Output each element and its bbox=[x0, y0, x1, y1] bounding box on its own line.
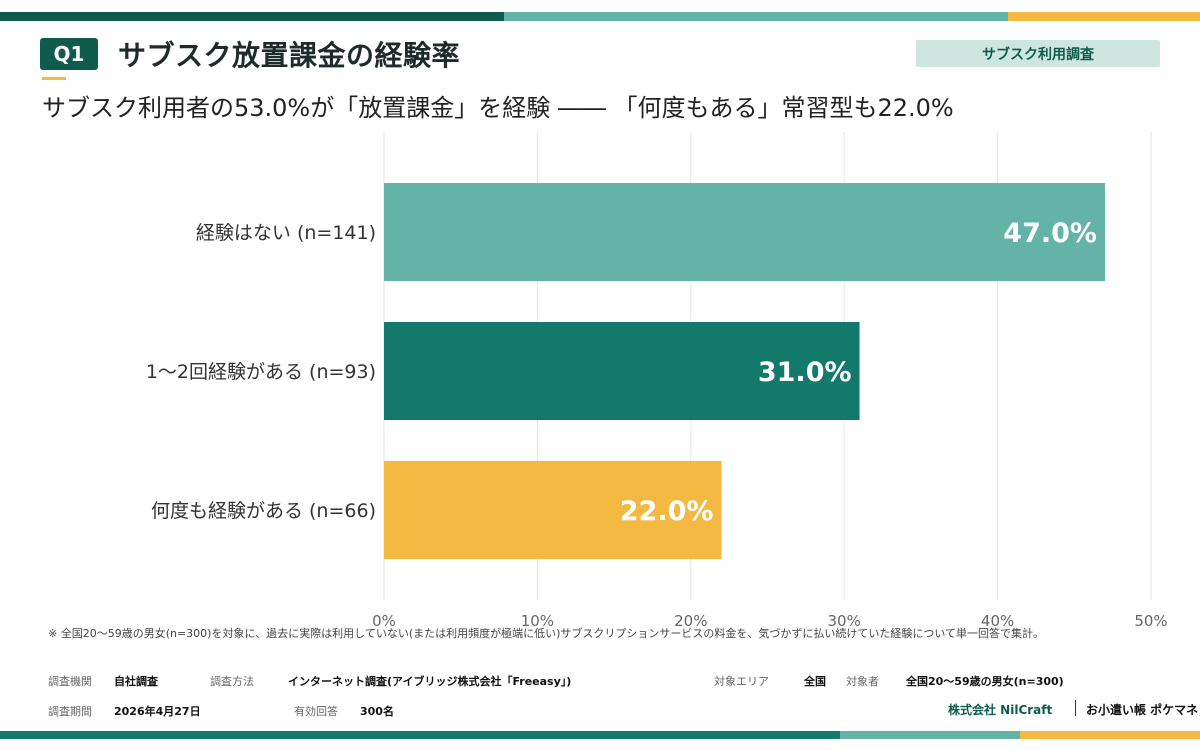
page-title: サブスク放置課金の経験率 bbox=[118, 39, 461, 72]
brand-divider bbox=[1075, 700, 1076, 716]
data-label: 47.0% bbox=[1003, 218, 1097, 249]
category-label: 何度も経験がある (n=66) bbox=[151, 500, 376, 522]
footnote: ※ 全国20〜59歳の男女(n=300)を対象に、過去に実際は利用していない(ま… bbox=[48, 627, 1045, 640]
bar-chart: 0% 10% 20% 30% 40% 50% 経験はない (n=141) 47.0% 1〜2回経… bbox=[146, 132, 1168, 630]
meta-org-value: 自社調査 bbox=[114, 675, 158, 688]
subtitle: サブスク利用者の53.0%が「放置課金」を経験 ―― 「何度もある」常習型も22… bbox=[42, 94, 954, 122]
category-label: 経験はない (n=141) bbox=[196, 222, 376, 244]
x-tick-label: 50% bbox=[1134, 612, 1167, 630]
meta-period-value: 2026年4月27日 bbox=[114, 705, 201, 718]
service-name: お小遣い帳 ポケマネ bbox=[1086, 703, 1199, 717]
meta-method-value: インターネット調査(アイブリッジ株式会社「Freeasy」) bbox=[288, 675, 572, 688]
data-label: 31.0% bbox=[758, 357, 852, 388]
meta-responses-value: 300名 bbox=[360, 705, 394, 718]
bar bbox=[384, 461, 722, 559]
meta-target-value: 全国20〜59歳の男女(n=300) bbox=[906, 675, 1064, 688]
top-accent-bar bbox=[0, 12, 1200, 21]
bar bbox=[384, 322, 860, 420]
x-tick-label: 10% bbox=[521, 612, 554, 630]
badge-underline bbox=[42, 77, 66, 80]
meta-responses-label: 有効回答 bbox=[294, 705, 338, 718]
meta-org-label: 調査機関 bbox=[48, 675, 92, 688]
data-label: 22.0% bbox=[620, 496, 714, 527]
x-tick-label: 20% bbox=[674, 612, 707, 630]
meta-method-label: 調査方法 bbox=[210, 675, 254, 688]
survey-tag: サブスク利用調査 bbox=[916, 40, 1160, 67]
bar bbox=[384, 183, 1105, 281]
x-tick-label: 0% bbox=[372, 612, 396, 630]
x-tick-label: 40% bbox=[981, 612, 1014, 630]
meta-area-label: 対象エリア bbox=[714, 675, 769, 688]
company-name: 株式会社 NilCraft bbox=[948, 703, 1053, 717]
x-tick-label: 30% bbox=[828, 612, 861, 630]
question-badge: Q1 bbox=[40, 38, 98, 70]
meta-period-label: 調査期間 bbox=[48, 705, 92, 718]
category-label: 1〜2回経験がある (n=93) bbox=[146, 361, 376, 383]
meta-target-label: 対象者 bbox=[846, 675, 879, 688]
bottom-accent-bar bbox=[0, 731, 1200, 739]
meta-area-value: 全国 bbox=[804, 675, 826, 688]
